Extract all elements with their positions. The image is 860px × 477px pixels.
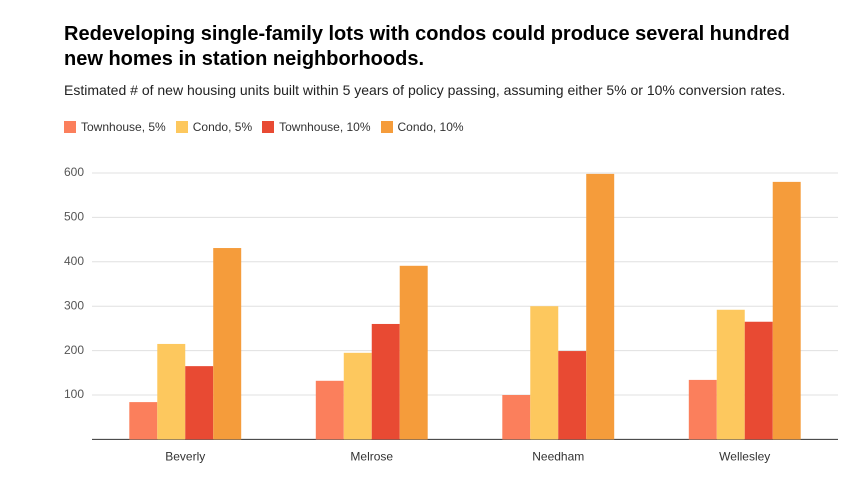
legend-item: Townhouse, 5% <box>64 120 166 134</box>
bar <box>399 265 428 440</box>
chart-title: Redeveloping single-family lots with con… <box>64 23 790 70</box>
bar <box>716 309 745 440</box>
legend: Townhouse, 5% Condo, 5% Townhouse, 10% Cond… <box>64 120 474 134</box>
y-tick-label: 400 <box>64 254 84 268</box>
bar <box>185 366 214 440</box>
bar <box>558 351 587 440</box>
bar <box>502 395 531 440</box>
y-tick-label: 600 <box>64 165 84 179</box>
bar <box>586 173 615 440</box>
legend-label: Condo, 5% <box>192 120 253 134</box>
bar <box>157 343 186 440</box>
chart-subtitle: Estimated # of new housing units built w… <box>64 82 786 98</box>
legend-swatch <box>380 121 393 133</box>
bar <box>129 402 158 440</box>
x-tick-label: Wellesley <box>719 450 770 464</box>
x-tick-label: Melrose <box>350 450 393 464</box>
bar <box>213 248 242 440</box>
bar <box>315 380 344 440</box>
bar <box>371 323 400 440</box>
legend-swatch <box>175 121 188 133</box>
legend-item: Condo, 5% <box>175 120 253 134</box>
bar <box>343 352 372 440</box>
bar <box>744 321 773 440</box>
legend-label: Condo, 10% <box>397 120 464 134</box>
legend-label: Townhouse, 10% <box>279 120 371 134</box>
y-tick-label: 100 <box>64 387 84 401</box>
bar <box>772 181 801 440</box>
bar <box>530 306 559 440</box>
x-tick-label: Beverly <box>165 450 205 464</box>
y-tick-label: 200 <box>64 343 84 357</box>
bar <box>688 379 717 440</box>
legend-label: Townhouse, 5% <box>81 120 166 134</box>
legend-swatch <box>262 121 275 133</box>
y-tick-label: 500 <box>64 210 84 224</box>
legend-item: Townhouse, 10% <box>262 120 371 134</box>
x-tick-label: Needham <box>532 450 584 464</box>
y-tick-label: 300 <box>64 298 84 312</box>
legend-item: Condo, 10% <box>380 120 464 134</box>
legend-swatch <box>64 121 76 133</box>
